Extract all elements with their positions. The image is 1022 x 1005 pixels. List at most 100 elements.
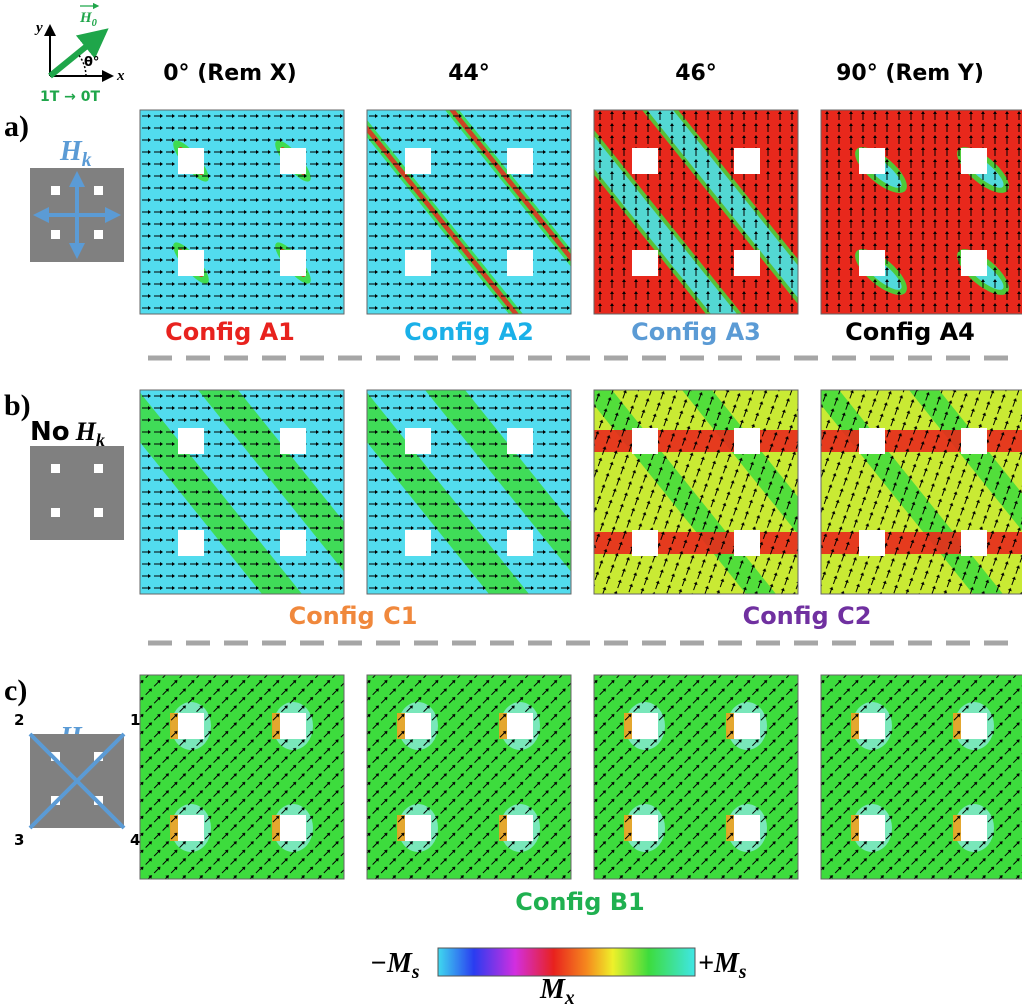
map-content	[594, 675, 798, 879]
hole	[859, 148, 885, 174]
spin-arrows	[594, 675, 798, 879]
magnetization-map	[820, 389, 1022, 595]
hole	[178, 428, 204, 454]
map-content	[140, 110, 344, 314]
map-content	[140, 390, 344, 594]
colorbar	[437, 947, 696, 977]
map-content	[594, 110, 798, 314]
config-label: Config A4	[845, 318, 975, 346]
hole	[961, 530, 987, 556]
magnetization-map	[820, 674, 1022, 880]
subscript: s	[738, 962, 747, 983]
hole	[632, 713, 658, 739]
row-label: c)	[4, 674, 27, 707]
x-axis-label: x	[116, 68, 125, 84]
magnetization-map	[139, 389, 345, 595]
angle-label: θ°	[84, 55, 99, 70]
corner-label: 1	[130, 711, 140, 729]
spin-arrows	[140, 110, 344, 314]
colorbar-axis: Mx	[539, 974, 575, 1005]
field-subscript: 0	[92, 18, 98, 29]
map-border	[593, 109, 799, 315]
config-label: Config A1	[165, 318, 295, 346]
field-symbol: H	[79, 10, 93, 26]
map-content	[821, 675, 1022, 879]
hole	[632, 530, 658, 556]
hole	[632, 148, 658, 174]
hole	[632, 428, 658, 454]
hole	[632, 815, 658, 841]
magnetization-map	[593, 389, 799, 595]
spin-arrows	[594, 110, 798, 314]
hole	[961, 250, 987, 276]
map-content	[821, 390, 1022, 594]
sweep-label: 1T → 0T	[40, 89, 101, 105]
hole	[507, 250, 533, 276]
magnetization-map	[820, 109, 1022, 315]
anisotropy-subscript: k	[82, 150, 92, 171]
column-header: 44°	[448, 61, 490, 86]
magnetization-map	[366, 109, 572, 315]
spin-arrows	[367, 390, 571, 594]
subscript: s	[411, 962, 420, 983]
symbol: M	[539, 974, 566, 1005]
map-border	[139, 109, 345, 315]
hole	[178, 713, 204, 739]
hole	[859, 815, 885, 841]
no-prefix: No	[30, 417, 70, 447]
map-content	[367, 675, 571, 879]
hole	[178, 148, 204, 174]
corner-label: 4	[130, 831, 140, 849]
map-content	[367, 110, 571, 314]
map-border	[139, 674, 345, 880]
spin-arrows	[367, 110, 571, 314]
magnetization-map	[593, 109, 799, 315]
column-header: 90° (Rem Y)	[836, 61, 984, 86]
hole	[859, 250, 885, 276]
hole	[859, 713, 885, 739]
magnetization-map	[366, 389, 572, 595]
map-border	[366, 674, 572, 880]
map-border	[593, 674, 799, 880]
subscript: x	[564, 988, 575, 1005]
row-label: a)	[4, 110, 29, 143]
sample-icon	[28, 732, 126, 830]
hole	[859, 530, 885, 556]
hole	[734, 428, 760, 454]
spin-arrows	[140, 675, 344, 879]
config-label: Config A3	[631, 318, 761, 346]
hole	[961, 428, 987, 454]
magnetization-map	[593, 674, 799, 880]
magnetization-map	[139, 109, 345, 315]
map-content	[367, 390, 571, 594]
map-content	[140, 675, 344, 879]
hole	[507, 428, 533, 454]
colorbar-max: +Ms	[698, 948, 747, 983]
symbol: M	[713, 948, 740, 979]
column-header: 0° (Rem X)	[163, 61, 296, 86]
map-border	[366, 109, 572, 315]
hole	[280, 815, 306, 841]
hole	[178, 530, 204, 556]
spin-arrows	[594, 390, 798, 594]
hole	[178, 815, 204, 841]
row-label: b)	[4, 389, 31, 422]
hole	[734, 815, 760, 841]
spin-arrows	[821, 110, 1022, 314]
hole	[405, 815, 431, 841]
config-label: Config A2	[404, 318, 534, 346]
config-label: Config B1	[515, 888, 645, 916]
hole	[280, 148, 306, 174]
hole	[507, 148, 533, 174]
hole	[280, 428, 306, 454]
map-border	[593, 389, 799, 595]
anisotropy-label: No Hk	[30, 417, 105, 450]
hole	[405, 428, 431, 454]
column-header: 46°	[675, 61, 717, 86]
map-border	[139, 389, 345, 595]
hole	[961, 148, 987, 174]
map-border	[820, 674, 1022, 880]
hole	[961, 713, 987, 739]
sign: −	[370, 948, 387, 979]
